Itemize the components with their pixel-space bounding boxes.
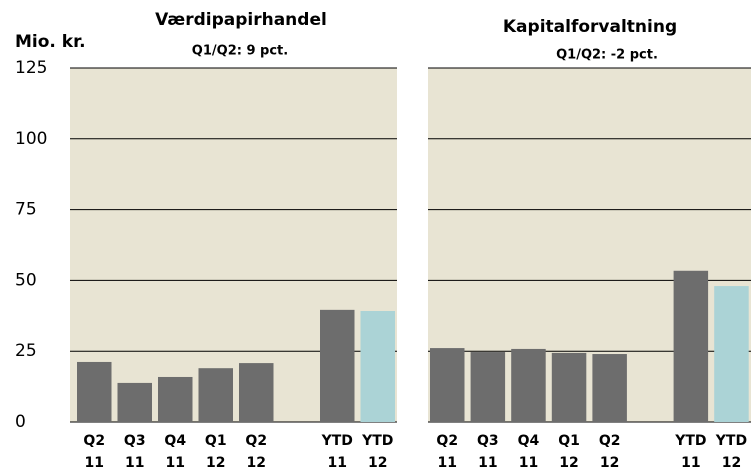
bar xyxy=(470,352,506,422)
y-tick-label: 100 xyxy=(15,129,47,149)
x-tick-label: Q4 xyxy=(518,433,540,449)
x-tick-label: 11 xyxy=(438,455,457,471)
bar xyxy=(320,309,355,422)
x-tick-label: Q3 xyxy=(477,433,499,449)
x-tick-label: Q4 xyxy=(164,433,186,449)
x-tick-label: 12 xyxy=(247,455,266,471)
bar xyxy=(714,286,749,422)
bar xyxy=(360,310,395,422)
x-tick-label: Q2 xyxy=(599,433,621,449)
bar xyxy=(158,376,193,422)
x-tick-label: 11 xyxy=(681,455,700,471)
bar xyxy=(77,361,112,422)
y-tick-label: 50 xyxy=(15,270,37,290)
x-tick-label: 11 xyxy=(85,455,104,471)
bar xyxy=(198,368,233,422)
x-tick-label: 11 xyxy=(166,455,185,471)
bar xyxy=(117,382,152,422)
y-tick-label: 25 xyxy=(15,341,37,361)
x-tick-label: YTD xyxy=(674,433,706,449)
x-tick-label: YTD xyxy=(361,433,393,449)
x-tick-label: Q3 xyxy=(124,433,146,449)
bar xyxy=(551,352,587,422)
x-tick-label: YTD xyxy=(715,433,747,449)
y-tick-label: 0 xyxy=(15,412,26,432)
x-tick-label: Q1 xyxy=(205,433,227,449)
x-tick-label: 12 xyxy=(559,455,578,471)
bar xyxy=(592,354,627,422)
x-tick-label: 11 xyxy=(519,455,538,471)
x-tick-label: 11 xyxy=(328,455,347,471)
x-tick-label: Q1 xyxy=(558,433,580,449)
panel-subtitle: Q1/Q2: -2 pct. xyxy=(556,48,658,63)
x-tick-label: 11 xyxy=(478,455,497,471)
x-tick-label: Q2 xyxy=(245,433,267,449)
x-tick-label: 12 xyxy=(600,455,619,471)
x-tick-label: YTD xyxy=(321,433,353,449)
x-tick-label: Q2 xyxy=(83,433,105,449)
x-tick-label: 12 xyxy=(368,455,387,471)
bar xyxy=(239,363,274,422)
y-tick-label: 125 xyxy=(15,58,47,78)
y-axis-label: Mio. kr. xyxy=(15,32,86,52)
panel-subtitle: Q1/Q2: 9 pct. xyxy=(192,44,288,59)
y-tick-label: 75 xyxy=(15,200,37,220)
panel-title: Kapitalforvaltning xyxy=(503,17,677,37)
x-tick-label: Q2 xyxy=(436,433,458,449)
bar xyxy=(673,270,709,422)
bar xyxy=(430,348,465,422)
bar xyxy=(511,348,546,422)
x-tick-label: 11 xyxy=(125,455,144,471)
panel-title: Værdipapirhandel xyxy=(155,10,327,30)
x-tick-label: 12 xyxy=(206,455,225,471)
x-tick-label: 12 xyxy=(722,455,741,471)
